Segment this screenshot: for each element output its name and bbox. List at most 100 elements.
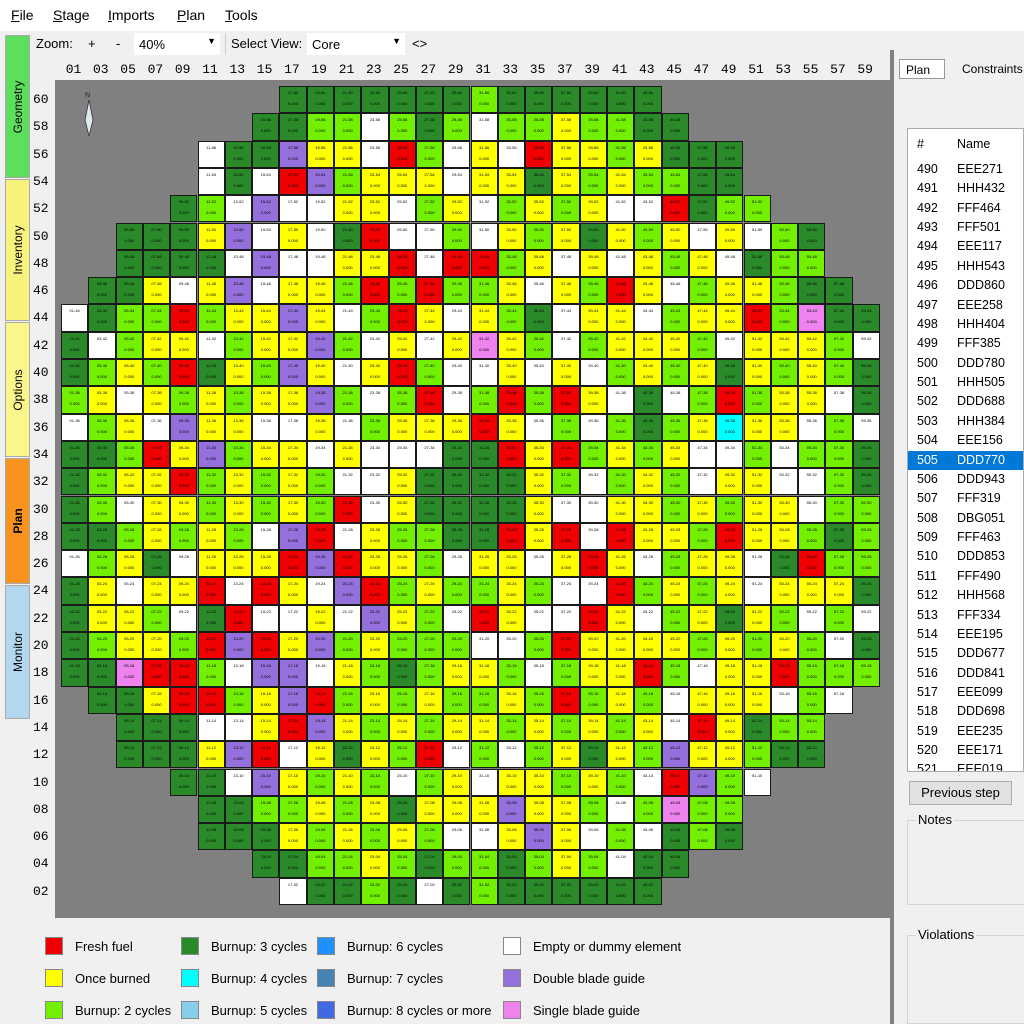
list-item[interactable]: 492 FFF464 — [908, 199, 1023, 218]
core-cell[interactable]: 11-48 0.000 — [197, 249, 225, 278]
core-cell[interactable]: 49-28 0.000 — [716, 522, 744, 551]
core-cell[interactable]: 23-20 0.000 — [361, 632, 389, 660]
core-cell[interactable]: 23-34 — [361, 440, 389, 469]
core-cell[interactable]: 07-34 0.000 — [142, 440, 171, 469]
core-cell[interactable]: 51-44 0.000 — [743, 304, 771, 332]
core-cell[interactable]: 23-56 — [361, 140, 389, 168]
core-cell[interactable]: 05-12 0.000 — [115, 741, 143, 769]
core-cell[interactable]: 21-32 — [334, 468, 362, 496]
core-cell[interactable]: 21-36 — [334, 413, 362, 441]
core-cell[interactable]: 47-50 — [688, 222, 717, 250]
core-cell[interactable]: 17-30 0.000 — [279, 495, 307, 523]
core-cell[interactable]: 37-28 0.000 — [552, 522, 580, 551]
core-cell[interactable]: 19-14 0.000 — [306, 713, 334, 742]
core-cell[interactable]: 21-02 0.000 — [334, 877, 362, 905]
core-cell[interactable]: 17-58 0.000 — [279, 113, 307, 141]
core-cell[interactable]: 55-28 0.000 — [798, 522, 826, 551]
core-cell[interactable]: 03-36 0.000 — [88, 413, 116, 441]
core-cell[interactable]: 21-60 0.000 — [334, 86, 362, 114]
core-cell[interactable]: 59-34 0.000 — [852, 440, 880, 469]
core-cell[interactable]: 59-38 0.000 — [852, 386, 880, 414]
list-item[interactable]: 501 HHH505 — [908, 373, 1023, 392]
core-cell[interactable]: 09-28 0.000 — [170, 522, 198, 551]
core-cell[interactable]: 19-22 0.000 — [306, 604, 334, 632]
core-cell[interactable]: 45-16 — [661, 686, 689, 714]
core-cell[interactable]: 49-12 0.000 — [716, 741, 744, 769]
core-cell[interactable]: 41-38 — [607, 386, 635, 414]
core-cell[interactable]: 13-56 0.000 — [224, 140, 253, 168]
core-cell[interactable]: 45-24 0.000 — [661, 577, 689, 605]
core-cell[interactable]: 37-50 0.000 — [552, 222, 580, 250]
core-cell[interactable]: 03-22 0.000 — [88, 604, 116, 632]
core-cell[interactable]: 15-36 — [252, 413, 280, 441]
list-item[interactable]: 496 DDD860 — [908, 276, 1023, 295]
core-cell[interactable]: 49-40 0.000 — [716, 359, 744, 387]
core-cell[interactable]: 19-54 0.000 — [306, 167, 334, 196]
core-cell[interactable]: 19-50 — [306, 222, 334, 250]
core-cell[interactable]: 49-56 0.000 — [716, 140, 744, 168]
core-cell[interactable]: 41-58 0.000 — [607, 113, 635, 141]
core-cell[interactable]: 27-16 0.000 — [415, 686, 444, 714]
core-cell[interactable]: 09-48 0.000 — [170, 249, 198, 278]
core-cell[interactable]: 39-46 0.000 — [579, 277, 607, 305]
core-cell[interactable]: 49-22 0.000 — [716, 604, 744, 632]
core-cell[interactable]: 15-26 0.000 — [252, 550, 280, 578]
core-cell[interactable]: 35-38 0.000 — [525, 386, 553, 414]
core-cell[interactable]: 39-32 — [579, 468, 607, 496]
core-cell[interactable]: 03-46 0.000 — [88, 277, 116, 305]
core-cell[interactable]: 53-40 0.000 — [770, 359, 799, 387]
core-cell[interactable]: 43-26 — [634, 550, 662, 578]
core-cell[interactable]: 13-50 0.000 — [224, 222, 253, 250]
core-cell[interactable]: 29-44 — [443, 304, 471, 332]
core-cell[interactable]: 37-48 — [552, 249, 580, 278]
core-cell[interactable]: 29-02 0.000 — [443, 877, 471, 905]
core-cell[interactable]: 13-52 — [224, 195, 253, 223]
core-cell[interactable]: 35-06 0.000 — [525, 823, 553, 851]
core-cell[interactable]: 29-58 0.000 — [443, 113, 471, 141]
core-cell[interactable]: 39-24 — [579, 577, 607, 605]
core-cell[interactable]: 39-12 0.000 — [579, 741, 607, 769]
core-cell[interactable]: 21-08 0.000 — [334, 795, 362, 824]
core-cell[interactable]: 19-42 0.000 — [306, 331, 334, 359]
core-cell[interactable]: 43-28 0.000 — [634, 522, 662, 551]
core-cell[interactable]: 05-16 0.000 — [115, 686, 143, 714]
core-cell[interactable]: 11-08 0.000 — [197, 795, 225, 824]
core-cell[interactable]: 33-06 0.000 — [497, 823, 526, 851]
core-cell[interactable]: 21-30 0.000 — [334, 495, 362, 523]
core-cell[interactable]: 19-10 0.000 — [306, 768, 334, 796]
core-cell[interactable]: 57-16 — [825, 686, 853, 714]
core-cell[interactable]: 11-14 — [197, 713, 225, 742]
core-cell[interactable]: 47-52 0.000 — [688, 195, 717, 223]
core-cell[interactable]: 41-44 0.000 — [607, 304, 635, 332]
core-cell[interactable]: 11-16 0.000 — [197, 686, 225, 714]
core-cell[interactable]: 11-46 0.000 — [197, 277, 225, 305]
core-cell[interactable]: 05-44 0.000 — [115, 304, 143, 332]
core-cell[interactable]: 39-06 — [579, 823, 607, 851]
core-cell[interactable]: 11-40 0.000 — [197, 359, 225, 387]
core-cell[interactable]: 49-52 0.000 — [716, 195, 744, 223]
core-cell[interactable]: 29-04 0.000 — [443, 850, 471, 878]
core-cell[interactable]: 25-18 0.000 — [388, 659, 416, 687]
core-cell[interactable]: 41-12 0.000 — [607, 741, 635, 769]
core-cell[interactable]: 47-34 — [688, 440, 717, 469]
core-cell[interactable]: 13-28 0.000 — [224, 522, 253, 551]
list-item[interactable]: 490 EEE271 — [908, 160, 1023, 179]
core-cell[interactable]: 33-10 0.000 — [497, 768, 526, 796]
core-cell[interactable]: 21-34 0.000 — [334, 440, 362, 469]
core-cell[interactable]: 11-24 0.000 — [197, 577, 225, 605]
core-cell[interactable]: 41-22 0.000 — [607, 604, 635, 632]
core-cell[interactable]: 37-40 0.000 — [552, 359, 580, 387]
core-cell[interactable]: 01-38 0.000 — [61, 386, 89, 414]
core-cell[interactable]: 23-24 0.000 — [361, 577, 389, 605]
core-cell[interactable]: 17-24 0.000 — [279, 577, 307, 605]
core-cell[interactable]: 37-54 0.000 — [552, 167, 580, 196]
core-cell[interactable]: 29-54 — [443, 167, 471, 196]
core-cell[interactable]: 35-48 0.000 — [525, 249, 553, 278]
core-cell[interactable]: 51-22 0.000 — [743, 604, 771, 632]
core-cell[interactable]: 51-24 — [743, 577, 771, 605]
core-cell[interactable]: 35-14 0.000 — [525, 713, 553, 742]
core-cell[interactable]: 33-44 0.000 — [497, 304, 526, 332]
core-cell[interactable]: 41-40 0.000 — [607, 359, 635, 387]
core-cell[interactable]: 03-40 0.000 — [88, 359, 116, 387]
core-cell[interactable]: 35-04 0.000 — [525, 850, 553, 878]
